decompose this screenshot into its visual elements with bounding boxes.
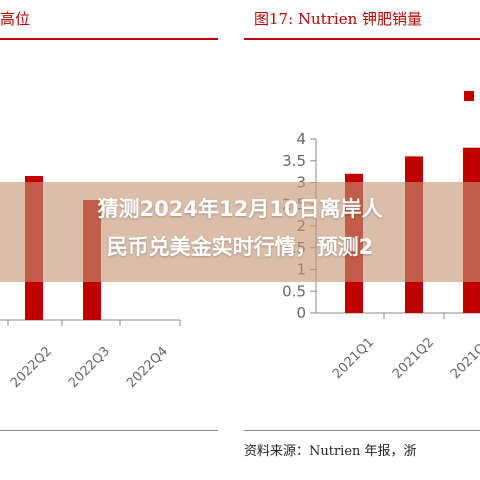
- left-category-label-2022Q4: 2022Q4: [124, 344, 171, 391]
- left-title-rule: [0, 38, 218, 40]
- right-y-tick-label-1: 0.5: [282, 282, 306, 300]
- right-chart-source: 资料来源：Nutrien 年报，浙: [244, 444, 417, 459]
- headline-banner: [0, 182, 480, 282]
- right-title-rule: [244, 38, 480, 40]
- right-bottom-rule: [244, 430, 480, 431]
- headline-line-1: 猜测2024年12月10日离岸人: [97, 197, 383, 221]
- right-y-tick-label-8: 4: [296, 130, 306, 148]
- headline-line-2: 民币兑美金实时行情，预测2: [106, 235, 374, 259]
- right-y-tick-label-7: 3.5: [282, 152, 306, 170]
- right-legend-swatch: [464, 91, 474, 101]
- right-category-label-2021Q2: 2021Q2: [390, 335, 437, 382]
- headline-text: 猜测2024年12月10日离岸人 民币兑美金实时行情，预测2: [0, 190, 480, 266]
- left-bottom-rule: [0, 430, 218, 431]
- left-category-label-2022Q2: 2022Q2: [8, 344, 55, 391]
- left-chart-title: 高位: [0, 10, 31, 28]
- right-category-label-2021Q3: 2021Q3: [448, 335, 480, 382]
- right-category-label-2021Q1: 2021Q1: [330, 335, 377, 382]
- left-category-label-2022Q3: 2022Q3: [66, 344, 113, 391]
- right-chart-title: 图17: Nutrien 钾肥销量: [254, 10, 422, 28]
- right-y-tick-label-0: 0: [296, 304, 306, 322]
